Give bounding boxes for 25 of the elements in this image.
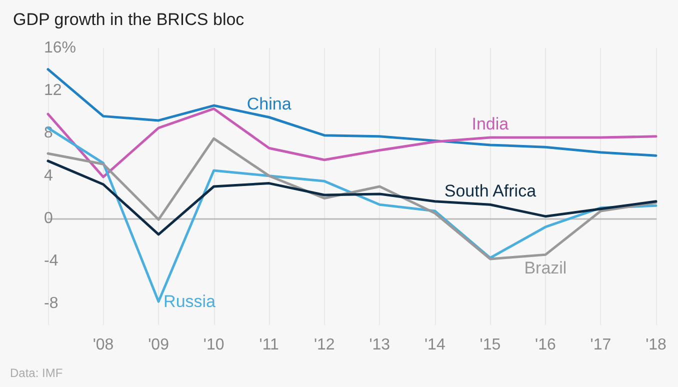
series-label: South Africa — [444, 182, 537, 201]
x-tick-label: '14 — [424, 336, 446, 354]
y-tick-label: 16% — [44, 40, 76, 56]
text: Data: IMF — [10, 366, 63, 380]
x-tick-label: '08 — [92, 336, 114, 354]
chart-title: GDP growth in the BRICS bloc — [13, 10, 245, 29]
y-tick-label: -4 — [44, 252, 58, 270]
x-tick-label: '09 — [148, 336, 170, 354]
x-tick-label: '18 — [646, 336, 667, 354]
x-tick-label: '13 — [369, 336, 390, 354]
series-label: Russia — [164, 292, 216, 312]
line-series — [46, 68, 658, 157]
x-tick-label: '10 — [203, 336, 224, 354]
y-tick-label: 0 — [44, 210, 53, 227]
y-tick-label: 12 — [44, 82, 62, 100]
x-tick-label: '12 — [314, 336, 335, 354]
y-tick-label: 4 — [44, 167, 53, 184]
x-tick-label: '15 — [480, 336, 501, 354]
series-label: Brazil — [524, 258, 567, 278]
x-tick-label: '17 — [590, 336, 612, 354]
series-label: India — [472, 114, 510, 134]
x-tick-label: '16 — [535, 336, 556, 354]
series-label: China — [246, 94, 292, 114]
x-tick-label: '11 — [259, 336, 280, 354]
y-tick-label: -8 — [44, 295, 58, 312]
